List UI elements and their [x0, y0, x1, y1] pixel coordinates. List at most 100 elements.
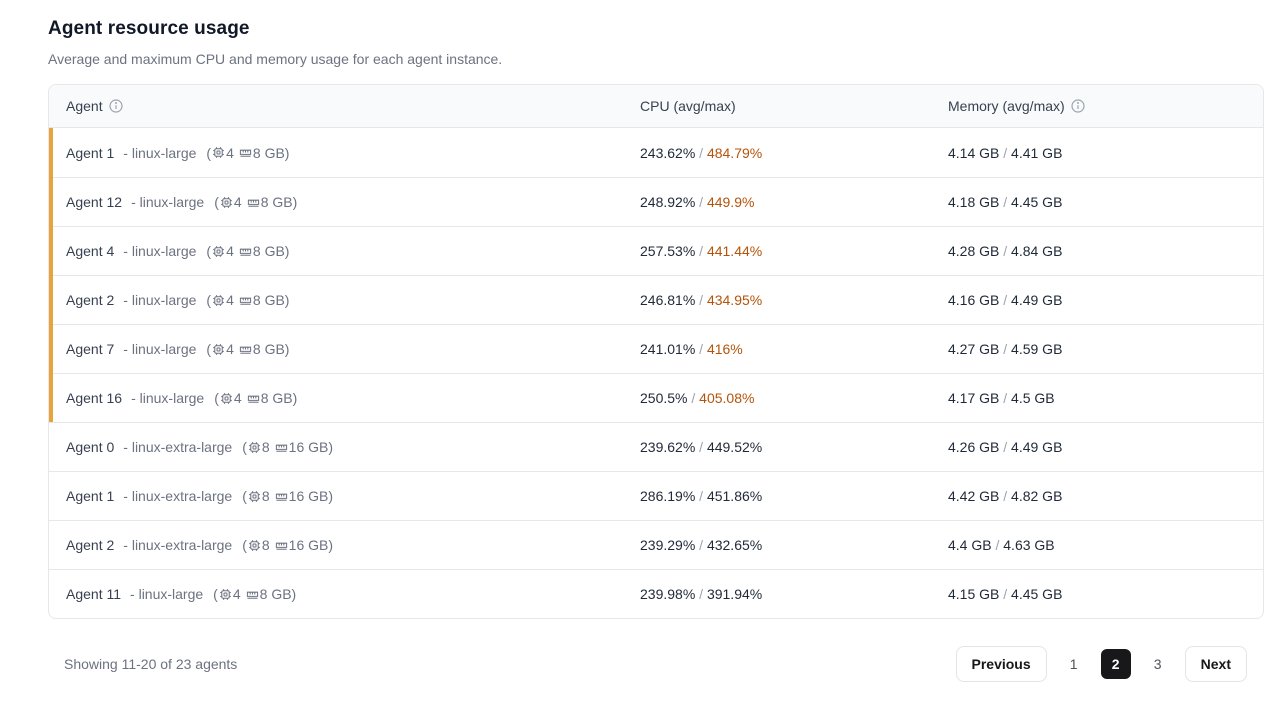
cpu-column-label: CPU (avg/max): [640, 98, 736, 114]
value-separator: /: [695, 144, 707, 161]
column-header-memory: Memory (avg/max): [948, 98, 1263, 114]
value-separator: /: [695, 537, 707, 553]
memory-avg-value: 4.14 GB: [948, 144, 1000, 161]
cpu-avg-value: 239.98%: [640, 586, 696, 602]
cpu-avg-value: 239.62%: [640, 439, 696, 455]
page-number-2[interactable]: 2: [1100, 649, 1131, 679]
info-icon[interactable]: [108, 99, 123, 113]
table-row: Agent 1 - linux-extra-large (8 16 GB) 286…: [49, 471, 1263, 520]
table-row: Agent 11 - linux-large (4 8 GB) 239.98% /…: [49, 569, 1263, 618]
cpu-chip-icon: [248, 441, 261, 454]
memory-avg-value: 4.26 GB: [948, 439, 1000, 455]
agent-name: Agent 0: [66, 439, 115, 455]
agent-spec: (4 8 GB): [206, 144, 290, 161]
value-separator: /: [695, 439, 707, 455]
cpu-usage-cell: 239.62% / 449.52%: [640, 439, 948, 455]
memory-usage-cell: 4.4 GB / 4.63 GB: [948, 537, 1263, 553]
memory-avg-value: 4.42 GB: [948, 488, 1000, 504]
memory-max-value: 4.49 GB: [1011, 292, 1063, 308]
cpu-max-value: 441.44%: [706, 243, 763, 259]
cpu-usage-cell: 257.53% / 441.44%: [640, 243, 948, 259]
memory-max-value: 4.41 GB: [1011, 144, 1063, 161]
column-header-cpu: CPU (avg/max): [640, 98, 948, 114]
value-separator: /: [999, 488, 1012, 504]
memory-avg-value: 4.15 GB: [948, 586, 1000, 602]
memory-usage-cell: 4.16 GB / 4.49 GB: [948, 292, 1263, 308]
agent-type: - linux-large: [131, 390, 205, 406]
cpu-usage-cell: 241.01% / 416%: [640, 341, 948, 357]
agent-type: - linux-large: [131, 194, 205, 210]
cpu-avg-value: 286.19%: [640, 488, 696, 504]
value-separator: /: [999, 390, 1012, 406]
memory-stick-icon: [247, 196, 260, 209]
table-footer: Showing 11-20 of 23 agents Previous 1 2 3 …: [48, 646, 1264, 682]
column-header-agent: Agent: [66, 98, 640, 114]
page-number-3[interactable]: 3: [1153, 656, 1162, 672]
table-header-row: Agent CPU (avg/max) Memory (avg/max): [49, 85, 1263, 128]
value-separator: /: [999, 194, 1012, 210]
value-separator: /: [999, 586, 1012, 602]
agent-spec: (8 16 GB): [242, 439, 334, 455]
cpu-usage-cell: 248.92% / 449.9%: [640, 194, 948, 210]
cpu-max-value: 432.65%: [706, 537, 763, 553]
agent-column-label: Agent: [66, 98, 103, 114]
memory-avg-value: 4.18 GB: [948, 194, 1000, 210]
table-row: Agent 12 - linux-large (4 8 GB) 248.92% /…: [49, 177, 1263, 226]
memory-usage-cell: 4.26 GB / 4.49 GB: [948, 439, 1263, 455]
memory-avg-value: 4.4 GB: [948, 537, 992, 553]
cpu-chip-icon: [212, 146, 225, 159]
agent-name: Agent 12: [66, 194, 123, 210]
cpu-chip-icon: [248, 539, 261, 552]
previous-page-button[interactable]: Previous: [955, 646, 1047, 682]
agent-spec: (4 8 GB): [206, 292, 290, 308]
table-row: Agent 0 - linux-extra-large (8 16 GB) 239…: [49, 422, 1263, 471]
agent-spec: (4 8 GB): [214, 390, 298, 406]
cpu-max-value: 484.79%: [706, 144, 763, 161]
info-icon[interactable]: [1071, 99, 1085, 113]
pagination: Previous 1 2 3 Next: [955, 646, 1247, 682]
value-separator: /: [999, 439, 1012, 455]
table-row: Agent 4 - linux-large (4 8 GB) 257.53% / …: [49, 226, 1263, 275]
cpu-chip-icon: [220, 196, 233, 209]
table-row: Agent 7 - linux-large (4 8 GB) 241.01% / …: [49, 324, 1263, 373]
memory-max-value: 4.59 GB: [1011, 341, 1063, 357]
cpu-usage-cell: 239.29% / 432.65%: [640, 537, 948, 553]
page-number-1[interactable]: 1: [1069, 656, 1078, 672]
cpu-avg-value: 243.62%: [640, 144, 696, 161]
value-separator: /: [999, 292, 1012, 308]
cpu-avg-value: 257.53%: [640, 243, 696, 259]
agent-spec: (4 8 GB): [206, 341, 290, 357]
memory-usage-cell: 4.28 GB / 4.84 GB: [948, 243, 1263, 259]
memory-max-value: 4.45 GB: [1011, 194, 1063, 210]
cpu-usage-cell: 243.62% / 484.79%: [640, 145, 948, 161]
page-subtitle: Average and maximum CPU and memory usage…: [48, 51, 503, 67]
agent-name: Agent 2: [66, 292, 115, 308]
cpu-chip-icon: [248, 490, 261, 503]
agent-type: - linux-large: [123, 292, 197, 308]
memory-stick-icon: [247, 392, 260, 405]
memory-max-value: 4.45 GB: [1011, 586, 1063, 602]
high-usage-accent-bar: [49, 128, 53, 422]
agent-name: Agent 1: [66, 488, 115, 504]
cpu-chip-icon: [212, 343, 225, 356]
agent-type: - linux-large: [123, 341, 197, 357]
table-row: Agent 16 - linux-large (4 8 GB) 250.5% / …: [49, 373, 1263, 422]
agent-type: - linux-large: [123, 144, 197, 161]
agent-type: - linux-large: [130, 586, 204, 602]
agent-cell: Agent 2 - linux-large (4 8 GB): [66, 292, 640, 308]
value-separator: /: [695, 292, 707, 308]
cpu-avg-value: 239.29%: [640, 537, 696, 553]
next-page-button[interactable]: Next: [1184, 646, 1247, 682]
table-row: Agent 2 - linux-large (4 8 GB) 246.81% / …: [49, 275, 1263, 324]
memory-avg-value: 4.16 GB: [948, 292, 1000, 308]
value-separator: /: [695, 243, 707, 259]
agent-cell: Agent 11 - linux-large (4 8 GB): [66, 586, 640, 602]
agent-spec: (8 16 GB): [242, 537, 334, 553]
agent-name: Agent 4: [66, 243, 115, 259]
memory-stick-icon: [239, 343, 252, 356]
agent-name: Agent 1: [66, 144, 115, 161]
cpu-avg-value: 248.92%: [640, 194, 696, 210]
cpu-avg-value: 250.5%: [640, 390, 688, 406]
value-separator: /: [695, 341, 707, 357]
value-separator: /: [695, 488, 707, 504]
